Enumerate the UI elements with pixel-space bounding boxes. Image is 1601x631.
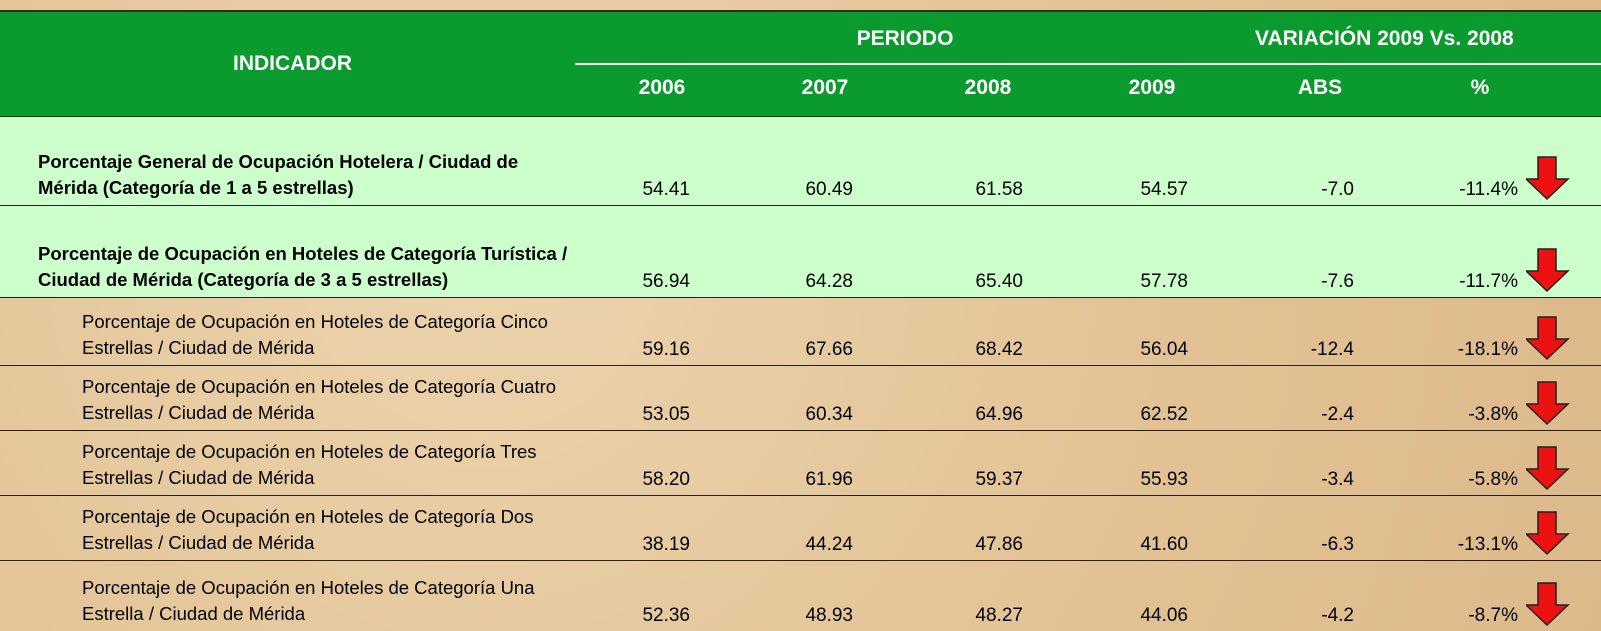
row-value: 47.86: [975, 534, 1023, 555]
row-value: 60.34: [805, 404, 853, 425]
down-arrow: [1526, 156, 1570, 201]
row-value: 44.24: [805, 534, 853, 555]
row-value: -3.8%: [1468, 404, 1518, 425]
down-arrow: [1526, 582, 1570, 627]
row-line: [0, 365, 1601, 366]
row-value: 57.78: [1140, 271, 1188, 292]
arrow-shape: [1526, 381, 1570, 426]
row-label: Porcentaje de Ocupación en Hoteles de Ca…: [82, 577, 535, 624]
highlight-band: [0, 117, 1601, 297]
row-value: 61.58: [975, 179, 1023, 200]
row-value: 54.57: [1140, 179, 1188, 200]
row-line: [0, 495, 1601, 496]
down-arrow: [1526, 446, 1570, 491]
row-value: -7.0: [1321, 179, 1354, 200]
row-value: 59.16: [642, 339, 690, 360]
row-value: -8.7%: [1468, 605, 1518, 626]
down-arrow: [1526, 381, 1570, 426]
row-value: 44.06: [1140, 605, 1188, 626]
row-value: 56.04: [1140, 339, 1188, 360]
row-value: 38.19: [642, 534, 690, 555]
arrow-shape: [1526, 156, 1570, 201]
arrow-shape: [1526, 511, 1570, 556]
arrow-shape: [1526, 248, 1570, 293]
row-value: 52.36: [642, 605, 690, 626]
row-value: 61.96: [805, 469, 853, 490]
row-value: 41.60: [1140, 534, 1188, 555]
row-value: -7.6: [1321, 271, 1354, 292]
down-arrow: [1526, 511, 1570, 556]
row-value: 65.40: [975, 271, 1023, 292]
column-header: 2009: [1128, 76, 1176, 99]
column-header: 2007: [801, 76, 849, 99]
row-label: Porcentaje de Ocupación en Hoteles de Ca…: [38, 243, 568, 290]
row-value: 68.42: [975, 339, 1023, 360]
header-divider: [575, 63, 1601, 65]
arrow-shape: [1526, 582, 1570, 627]
row-value: 59.37: [975, 469, 1023, 490]
arrow-shape: [1526, 316, 1570, 361]
variacion-header: VARIACIÓN 2009 Vs. 2008: [1255, 27, 1514, 50]
periodo-header: PERIODO: [856, 27, 954, 50]
column-header: ABS: [1297, 76, 1343, 99]
row-value: -18.1%: [1457, 339, 1518, 360]
row-value: -5.8%: [1468, 469, 1518, 490]
down-arrow: [1526, 316, 1570, 361]
row-line: [0, 430, 1601, 431]
row-line: [0, 297, 1601, 298]
row-label: Porcentaje de Ocupación en Hoteles de Ca…: [82, 311, 548, 358]
row-label: Porcentaje General de Ocupación Hotelera…: [38, 151, 519, 198]
row-value: 54.41: [642, 179, 690, 200]
row-value: -2.4: [1321, 404, 1354, 425]
row-value: 64.96: [975, 404, 1023, 425]
row-value: 55.93: [1140, 469, 1188, 490]
row-value: 48.27: [975, 605, 1023, 626]
arrow-shape: [1526, 446, 1570, 491]
row-value: 58.20: [642, 469, 690, 490]
row-value: -3.4: [1321, 469, 1354, 490]
row-value: 64.28: [805, 271, 853, 292]
row-value: 48.93: [805, 605, 853, 626]
row-value: -4.2: [1321, 605, 1354, 626]
column-header: 2006: [638, 76, 686, 99]
column-header: %: [1470, 76, 1490, 99]
row-value: -6.3: [1321, 534, 1354, 555]
row-value: -13.1%: [1457, 534, 1518, 555]
indicador-header: INDICADOR: [233, 52, 352, 75]
row-value: 56.94: [642, 271, 690, 292]
row-line: [0, 560, 1601, 561]
column-header: 2008: [964, 76, 1012, 99]
row-value: 60.49: [805, 179, 853, 200]
row-label: Porcentaje de Ocupación en Hoteles de Ca…: [82, 376, 557, 423]
row-value: 62.52: [1140, 404, 1188, 425]
down-arrow: [1526, 248, 1570, 293]
row-label: Porcentaje de Ocupación en Hoteles de Ca…: [82, 441, 537, 488]
row-value: -11.7%: [1459, 271, 1518, 292]
row-value: -12.4: [1310, 339, 1354, 360]
row-value: 53.05: [642, 404, 690, 425]
row-line: [0, 205, 1601, 206]
row-label: Porcentaje de Ocupación en Hoteles de Ca…: [82, 506, 534, 553]
row-value: 67.66: [805, 339, 853, 360]
row-value: -11.4%: [1459, 179, 1518, 200]
